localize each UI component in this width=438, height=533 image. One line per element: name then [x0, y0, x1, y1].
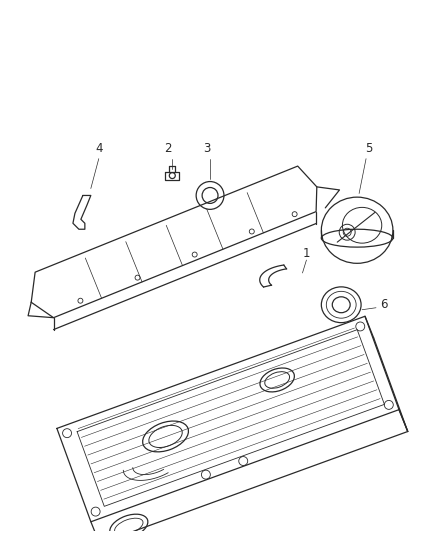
- Text: 1: 1: [303, 247, 310, 260]
- Text: 2: 2: [165, 142, 172, 155]
- Text: 4: 4: [95, 142, 102, 155]
- Circle shape: [192, 252, 197, 257]
- Circle shape: [249, 229, 254, 234]
- Text: 3: 3: [203, 142, 211, 155]
- Text: 5: 5: [365, 142, 373, 155]
- Circle shape: [292, 212, 297, 216]
- Circle shape: [78, 298, 83, 303]
- Circle shape: [135, 275, 140, 280]
- Text: 6: 6: [380, 298, 388, 311]
